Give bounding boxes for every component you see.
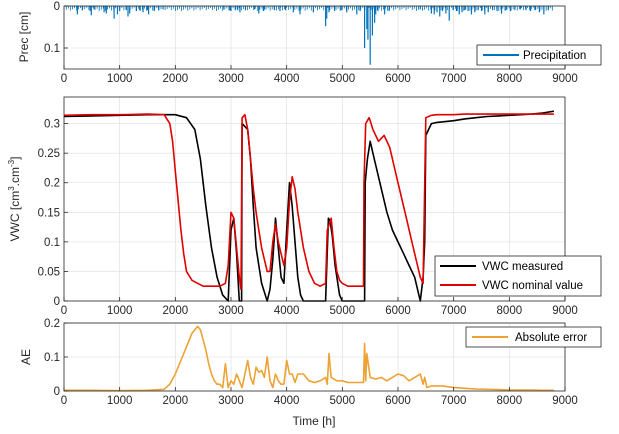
error-ytick-label: 0.2 — [44, 318, 60, 330]
vwc-xtick-label: 8000 — [497, 305, 523, 317]
vwc-xtick-label: 5000 — [330, 305, 356, 317]
error-xtick-label: 1000 — [107, 395, 133, 407]
vwc-legend-label-measured: VWC measured — [482, 261, 563, 273]
vwc-ytick-label: 0.3 — [44, 119, 60, 131]
vwc-xtick-label: 1000 — [107, 305, 133, 317]
precip-ylabel: Prec [cm] — [17, 12, 31, 63]
vwc-ylabel-sup1: 3 — [7, 186, 16, 191]
precip-xtick-label: 9000 — [552, 73, 578, 85]
precip-axes-box — [63, 5, 566, 70]
precip-xtick-label: 7000 — [441, 73, 467, 85]
precip-legend-box — [476, 44, 602, 66]
vwc-ylabel: VWC [cm3.cm-3] — [7, 157, 22, 242]
error-xtick-label: 2000 — [163, 395, 189, 407]
precip-xtick-label: 3000 — [218, 73, 244, 85]
vwc-ytick-label: 0.05 — [38, 266, 60, 278]
vwc-panel: 0 1000 2000 3000 4000 5000 6000 7000 8000 9000 0 0.… — [7, 96, 602, 317]
error-xtick-label: 7000 — [441, 395, 467, 407]
vwc-axes-box — [63, 96, 566, 302]
error-legend-label: Absolute error — [515, 332, 587, 344]
vwc-ylabel-sup2: -3 — [7, 159, 16, 167]
error-xtick-label: 5000 — [330, 395, 356, 407]
precip-xtick-label: 1000 — [107, 73, 133, 85]
vwc-ylabel-end: ] — [8, 157, 22, 160]
series-absolute-error — [64, 325, 554, 392]
precip-bars — [65, 6, 553, 65]
vwc-legend: VWC measured VWC nominal value — [434, 255, 602, 297]
vwc-legend-label-nominal: VWC nominal value — [482, 280, 583, 292]
error-xlabel: Time [h] — [293, 414, 336, 428]
error-xtick-label: 9000 — [552, 395, 578, 407]
error-ytick-label: 0 — [54, 386, 60, 398]
vwc-xtick-label: 7000 — [441, 305, 467, 317]
error-xtick-label: 6000 — [385, 395, 411, 407]
vwc-xtick-label: 9000 — [552, 305, 578, 317]
precip-ytick-label: 0 — [54, 1, 60, 13]
precip-xtick-label: 6000 — [385, 73, 411, 85]
vwc-ytick-label: 0.25 — [38, 148, 60, 160]
vwc-xtick-label: 2000 — [163, 305, 189, 317]
vwc-ytick-label: 0.1 — [44, 237, 60, 249]
precip-xtick-label: 0 — [61, 73, 67, 85]
precip-xtick-label: 8000 — [497, 73, 523, 85]
error-xtick-label: 4000 — [274, 395, 300, 407]
vwc-legend-box — [434, 255, 602, 297]
error-ylabel: AE — [19, 349, 33, 365]
error-xtick-label: 8000 — [497, 395, 523, 407]
precip-xtick-label: 5000 — [330, 73, 356, 85]
error-xtick-label: 3000 — [218, 395, 244, 407]
error-legend: Absolute error — [465, 326, 602, 348]
precip-xtick-label: 2000 — [163, 73, 189, 85]
precip-ytick-label: 0.1 — [44, 43, 60, 55]
series-vwc-nominal-value — [63, 113, 554, 291]
error-lines — [64, 325, 554, 392]
error-xtick-label: 0 — [61, 395, 67, 407]
precip-ticks: 0 1000 2000 3000 4000 5000 6000 7000 8000 9000 0 0.… — [44, 1, 578, 85]
precip-xtick-label: 4000 — [274, 73, 300, 85]
precipitation-panel: 0 1000 2000 3000 4000 5000 6000 7000 8000 9000 0 0.… — [17, 1, 602, 85]
vwc-xtick-label: 3000 — [218, 305, 244, 317]
vwc-xtick-label: 6000 — [385, 305, 411, 317]
error-panel: 0 1000 2000 3000 4000 5000 6000 7000 8000 9000 0 0.… — [19, 318, 602, 428]
vwc-ytick-label: 0.15 — [38, 207, 60, 219]
error-ticks: 0 1000 2000 3000 4000 5000 6000 7000 8000 9000 0 0.… — [44, 318, 578, 407]
error-ytick-label: 0.1 — [44, 352, 60, 364]
vwc-xtick-label: 0 — [61, 305, 67, 317]
vwc-ylabel-base: VWC [cm — [8, 191, 22, 242]
vwc-ytick-label: 0.2 — [44, 178, 60, 190]
vwc-ytick-label: 0 — [54, 296, 60, 308]
error-legend-box — [465, 326, 602, 348]
vwc-ylabel-mid: .cm — [8, 167, 22, 186]
vwc-ticks: 0 1000 2000 3000 4000 5000 6000 7000 8000 9000 0 0.… — [38, 119, 578, 317]
vwc-xtick-label: 4000 — [274, 305, 300, 317]
precip-legend-label: Precipitation — [523, 50, 586, 62]
precip-legend: Precipitation — [476, 44, 602, 66]
